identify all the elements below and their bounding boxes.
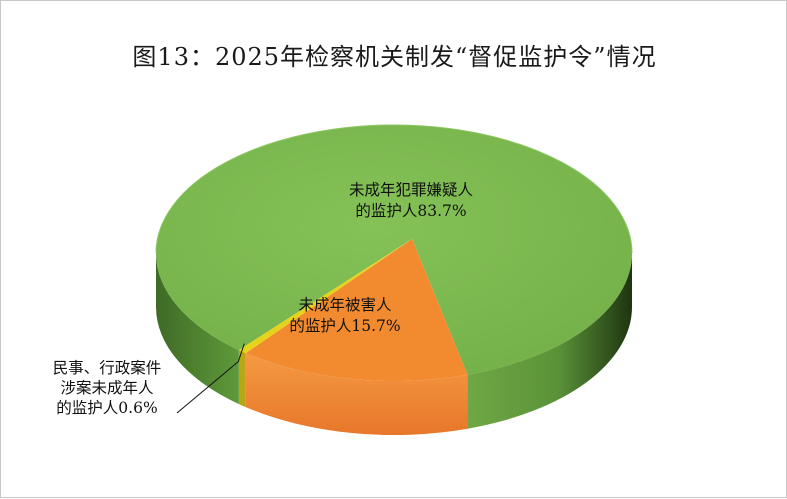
label-yellow-line: 的监护人0.6%: [56, 399, 157, 417]
label-orange-line: 未成年被害人: [298, 296, 391, 314]
slice-top-green: [156, 125, 632, 375]
label-orange: 未成年被害人的监护人15.7%: [289, 296, 400, 335]
rim-highlight: [155, 124, 633, 254]
label-yellow-line: 涉案未成年人: [60, 379, 153, 397]
label-green: 未成年犯罪嫌疑人的监护人83.7%: [349, 181, 473, 220]
chart-title: 图13：2025年检察机关制发“督促监护令”情况: [132, 43, 657, 71]
slice-top-orange: [245, 239, 468, 381]
label-yellow-line: 民事、行政案件: [53, 359, 162, 377]
slice-side-yellow: [238, 350, 246, 408]
leader-line: [176, 343, 245, 414]
label-green-line: 未成年犯罪嫌疑人: [349, 181, 473, 199]
slice-side-green-right: [467, 253, 632, 429]
slice-side-orange: [245, 353, 468, 435]
label-green-line: 的监护人83.7%: [355, 202, 466, 220]
slice-top-yellow: [238, 239, 412, 354]
label-yellow: 民事、行政案件涉案未成年人的监护人0.6%: [53, 359, 162, 417]
slice-side-green-left: [156, 253, 239, 405]
label-orange-line: 的监护人15.7%: [289, 317, 400, 335]
